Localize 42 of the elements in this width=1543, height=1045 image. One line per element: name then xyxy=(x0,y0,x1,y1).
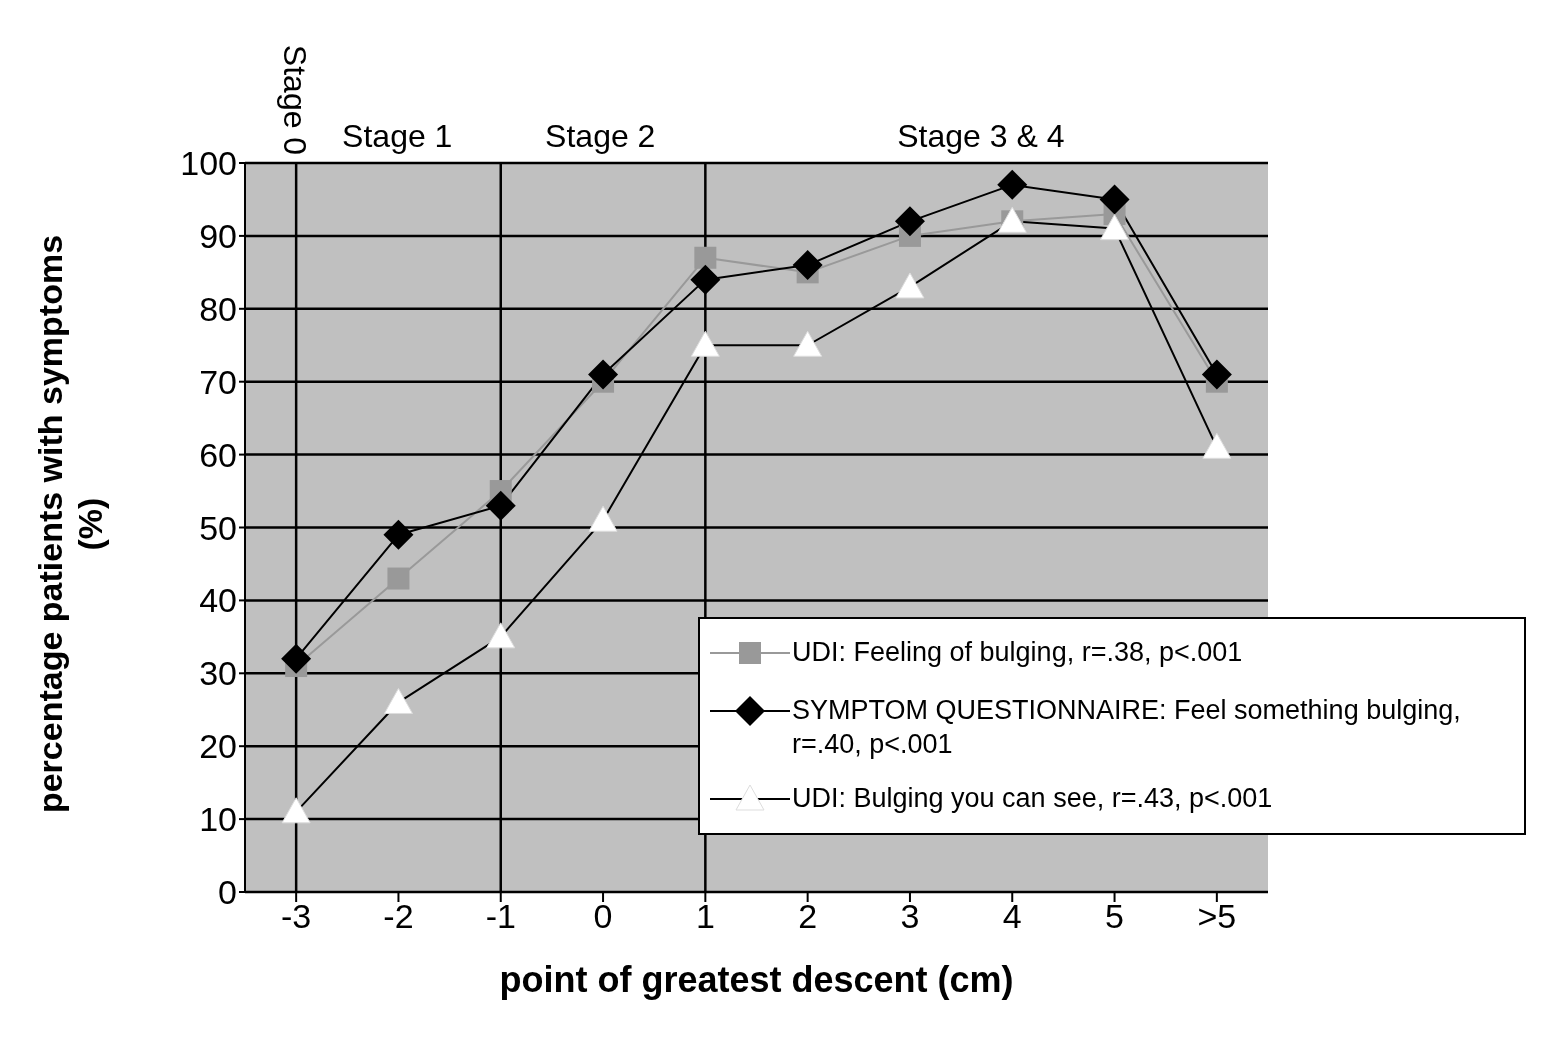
legend-label: UDI: Feeling of bulging, r=.38, p<.001 xyxy=(792,636,1243,669)
x-tick-label: 5 xyxy=(1105,897,1125,936)
y-tick-label: 30 xyxy=(199,654,237,693)
point xyxy=(690,264,721,295)
point xyxy=(387,567,410,590)
x-axis-title: point of greatest descent (cm) xyxy=(499,959,1014,1000)
y-tick-label: 70 xyxy=(199,362,237,401)
point xyxy=(383,519,414,550)
text: Stage 3 & 4 xyxy=(897,117,1065,155)
text: Stage 0 xyxy=(275,44,313,156)
y-axis-title: percentage patients with symptoms (%) xyxy=(30,233,110,815)
y-tick-label: 0 xyxy=(218,873,237,912)
x-tick-label: 2 xyxy=(798,897,818,936)
legend-label: UDI: Bulging you can see, r=.43, p<.001 xyxy=(792,782,1273,815)
point xyxy=(694,246,717,269)
y-tick-label: 80 xyxy=(199,289,237,328)
x-tick-label: 3 xyxy=(900,897,920,936)
point xyxy=(894,206,925,237)
x-tick-label: >5 xyxy=(1197,897,1237,936)
point xyxy=(485,490,516,521)
x-tick-label: -1 xyxy=(485,897,516,936)
x-tick-label: -3 xyxy=(281,897,312,936)
point xyxy=(1201,359,1232,390)
y-tick-label: 100 xyxy=(180,144,237,183)
x-tick-label: -2 xyxy=(383,897,414,936)
legend-label: SYMPTOM QUESTIONNAIRE: Feel something bulging, r=.40, p<.001 xyxy=(792,694,1462,761)
text: Stage 2 xyxy=(545,117,656,155)
point xyxy=(588,359,619,390)
y-tick-label: 20 xyxy=(199,727,237,766)
y-tick-label: 50 xyxy=(199,508,237,547)
x-tick-label: 1 xyxy=(695,897,715,936)
x-tick-label: 0 xyxy=(593,897,613,936)
point xyxy=(1099,184,1130,215)
point xyxy=(997,169,1028,200)
point xyxy=(281,643,312,674)
y-tick-label: 40 xyxy=(199,581,237,620)
y-tick-label: 10 xyxy=(199,800,237,839)
x-tick-label: 4 xyxy=(1002,897,1022,936)
point xyxy=(792,250,823,281)
y-tick-label: 60 xyxy=(199,435,237,474)
y-tick-label: 90 xyxy=(199,216,237,255)
text: Stage 1 xyxy=(342,117,453,155)
